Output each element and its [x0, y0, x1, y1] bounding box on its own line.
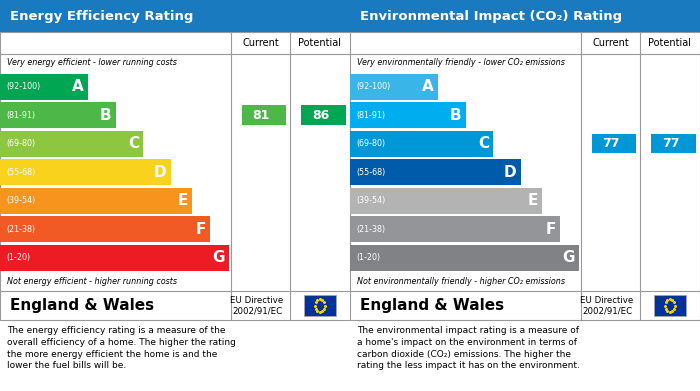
Text: (81-91): (81-91): [356, 111, 386, 120]
Text: F: F: [545, 222, 556, 237]
Text: (69-80): (69-80): [356, 139, 386, 148]
Text: (92-100): (92-100): [6, 82, 41, 91]
Bar: [0, 0, 350, 32]
Text: (81-91): (81-91): [6, 111, 36, 120]
Bar: [350, 0, 700, 32]
Text: G: G: [562, 250, 575, 265]
Text: G: G: [212, 250, 225, 265]
Text: B: B: [99, 108, 111, 123]
Bar: [654, 295, 685, 316]
Bar: [350, 159, 521, 185]
Bar: [0, 102, 116, 128]
Text: EU Directive
2002/91/EC: EU Directive 2002/91/EC: [580, 296, 633, 315]
Bar: [0, 131, 144, 157]
Bar: [350, 188, 542, 214]
Text: (1-20): (1-20): [6, 253, 30, 262]
Text: D: D: [154, 165, 167, 180]
Polygon shape: [592, 134, 636, 153]
Text: England & Wales: England & Wales: [10, 298, 155, 313]
Text: C: C: [478, 136, 489, 151]
Text: 77: 77: [662, 137, 680, 150]
Text: (69-80): (69-80): [6, 139, 36, 148]
Polygon shape: [301, 106, 346, 125]
Text: D: D: [504, 165, 517, 180]
Polygon shape: [241, 106, 286, 125]
Text: (21-38): (21-38): [356, 225, 386, 234]
Text: A: A: [72, 79, 83, 94]
Text: Very energy efficient - lower running costs: Very energy efficient - lower running co…: [7, 58, 177, 68]
Text: 86: 86: [312, 109, 329, 122]
Text: Potential: Potential: [298, 38, 342, 48]
Text: 81: 81: [253, 109, 270, 122]
Text: Very environmentally friendly - lower CO₂ emissions: Very environmentally friendly - lower CO…: [357, 58, 565, 68]
Text: Environmental Impact (CO₂) Rating: Environmental Impact (CO₂) Rating: [360, 9, 622, 23]
Bar: [0, 245, 229, 271]
Text: Current: Current: [242, 38, 279, 48]
Polygon shape: [651, 134, 696, 153]
Text: (92-100): (92-100): [356, 82, 391, 91]
Text: Not energy efficient - higher running costs: Not energy efficient - higher running co…: [7, 277, 177, 286]
Text: B: B: [449, 108, 461, 123]
Text: Energy Efficiency Rating: Energy Efficiency Rating: [10, 9, 194, 23]
Text: The environmental impact rating is a measure of
a home's impact on the environme: The environmental impact rating is a mea…: [357, 326, 580, 371]
Bar: [350, 131, 494, 157]
Text: EU Directive
2002/91/EC: EU Directive 2002/91/EC: [230, 296, 283, 315]
Text: (21-38): (21-38): [6, 225, 36, 234]
Text: (39-54): (39-54): [356, 196, 386, 205]
Bar: [350, 102, 466, 128]
Text: (55-68): (55-68): [356, 168, 386, 177]
Text: F: F: [195, 222, 206, 237]
Bar: [350, 216, 560, 242]
Text: (55-68): (55-68): [6, 168, 36, 177]
Bar: [0, 74, 88, 100]
Text: (1-20): (1-20): [356, 253, 380, 262]
Text: E: E: [177, 193, 188, 208]
Bar: [350, 74, 438, 100]
Bar: [0, 216, 210, 242]
Bar: [0, 188, 192, 214]
Bar: [304, 295, 336, 316]
Bar: [0, 159, 171, 185]
Text: England & Wales: England & Wales: [360, 298, 505, 313]
Text: (39-54): (39-54): [6, 196, 36, 205]
Bar: [350, 245, 579, 271]
Text: The energy efficiency rating is a measure of the
overall efficiency of a home. T: The energy efficiency rating is a measur…: [7, 326, 236, 371]
Text: Potential: Potential: [648, 38, 692, 48]
Bar: [350, 32, 700, 320]
Text: E: E: [527, 193, 538, 208]
Text: C: C: [128, 136, 139, 151]
Text: 77: 77: [603, 137, 620, 150]
Text: Current: Current: [592, 38, 629, 48]
Text: A: A: [422, 79, 433, 94]
Text: Not environmentally friendly - higher CO₂ emissions: Not environmentally friendly - higher CO…: [357, 277, 565, 286]
Bar: [0, 32, 350, 320]
